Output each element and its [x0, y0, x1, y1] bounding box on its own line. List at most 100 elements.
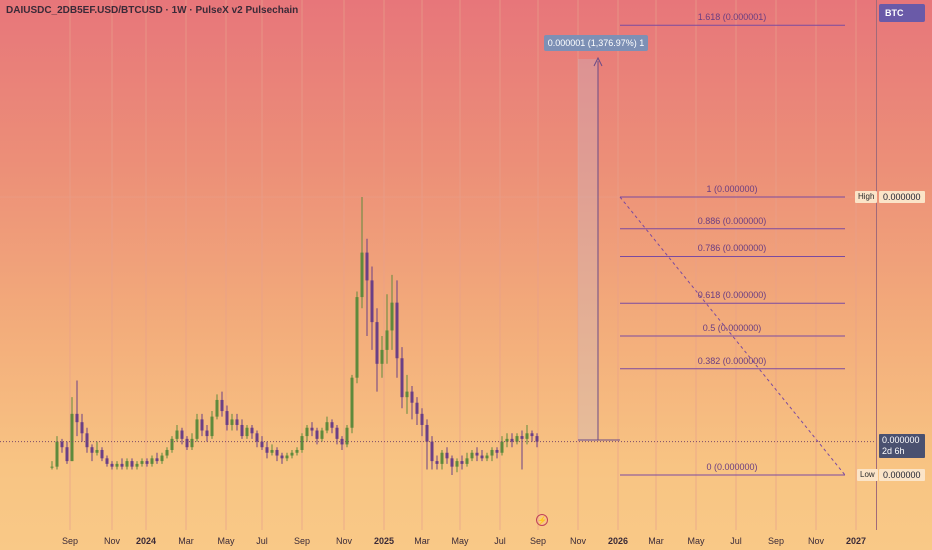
high-price-label: 0.000000 — [879, 191, 925, 203]
candle-body — [250, 427, 254, 434]
fib-level-label: 0.886 (0.000000) — [697, 215, 767, 226]
candle-body — [85, 433, 89, 448]
time-tick-label: Nov — [807, 536, 825, 546]
candle-body — [235, 419, 239, 425]
candle-body — [135, 463, 139, 467]
candle-body — [180, 430, 184, 439]
measure-tool-range — [578, 59, 598, 441]
candle-body — [65, 447, 69, 462]
candle-body — [485, 455, 489, 459]
candle-body — [410, 391, 414, 403]
candle-body — [475, 452, 479, 456]
lightning-icon[interactable]: ⚡ — [536, 514, 548, 526]
time-tick-label: Mar — [414, 536, 430, 546]
candle-body — [330, 422, 334, 428]
time-tick-label: Mar — [178, 536, 194, 546]
candle-body — [260, 441, 264, 448]
candle-body — [300, 436, 304, 450]
fib-level-label: 0.382 (0.000000) — [697, 355, 767, 366]
candle-body — [505, 438, 509, 442]
candle-body — [450, 458, 454, 467]
candle-body — [100, 449, 104, 459]
candle-body — [75, 413, 79, 423]
candle-body — [420, 413, 424, 425]
price-chart[interactable] — [0, 0, 876, 530]
candle-body — [335, 427, 339, 439]
candle-body — [405, 391, 409, 398]
fib-level-label: 1.618 (0.000001) — [697, 12, 767, 23]
candle-body — [160, 455, 164, 462]
measure-tool-label[interactable]: 0.000001 (1,376.97%) 1 — [544, 35, 648, 51]
candle-body — [305, 427, 309, 437]
candle-body — [320, 430, 324, 439]
low-price-label: 0.000000 — [879, 469, 925, 481]
candle-body — [210, 416, 214, 437]
candle-body — [500, 441, 504, 453]
measure-tool-arrowhead — [593, 56, 603, 67]
candle-body — [220, 399, 224, 412]
time-tick-label: 2026 — [607, 536, 629, 546]
candle-body — [90, 447, 94, 453]
candle-body — [530, 433, 534, 437]
fib-level-label: 0.618 (0.000000) — [697, 290, 767, 301]
candle-body — [430, 441, 434, 462]
time-tick-label: Sep — [529, 536, 547, 546]
candle-body — [275, 449, 279, 456]
candle-body — [200, 419, 204, 431]
time-tick-label: Sep — [767, 536, 785, 546]
time-scale[interactable] — [0, 530, 876, 550]
candle-body — [140, 461, 144, 464]
candle-body — [425, 424, 429, 442]
price-scale[interactable] — [876, 0, 932, 530]
time-tick-label: 2027 — [845, 536, 867, 546]
candle-body — [315, 430, 319, 439]
time-tick-label: Nov — [335, 536, 353, 546]
candle-body — [55, 441, 59, 467]
candle-body — [265, 447, 269, 453]
time-tick-label: May — [687, 536, 705, 546]
candle-body — [230, 419, 234, 425]
candle-body — [110, 463, 114, 467]
time-tick-label: Sep — [293, 536, 311, 546]
time-tick-label: 2025 — [373, 536, 395, 546]
candle-body — [390, 302, 394, 331]
candle-body — [120, 463, 124, 467]
candle-body — [280, 455, 284, 459]
candle-body — [170, 438, 174, 450]
high-tag: High — [855, 191, 878, 203]
candle-body — [80, 422, 84, 434]
candle-body — [155, 458, 159, 462]
candle-body — [125, 461, 129, 467]
time-tick-label: Nov — [569, 536, 587, 546]
candle-body — [360, 252, 364, 298]
candle-body — [355, 297, 359, 378]
candle-body — [350, 377, 354, 428]
candle-body — [415, 402, 419, 414]
candle-body — [255, 433, 259, 442]
candle-body — [460, 461, 464, 464]
candle-body — [285, 455, 289, 459]
candle-body — [455, 461, 459, 467]
time-tick-label: Jul — [494, 536, 506, 546]
candle-body — [520, 436, 524, 439]
bar-countdown: 2d 6h — [882, 446, 905, 456]
fib-level-label: 1 (0.000000) — [706, 184, 758, 194]
current-price-label: 0.000000 2d 6h — [879, 434, 925, 458]
candle-body — [490, 449, 494, 456]
candle-body — [435, 461, 439, 464]
candle-body — [165, 449, 169, 456]
currency-toggle-button[interactable]: BTC — [879, 4, 925, 22]
candle-body — [470, 452, 474, 459]
candle-body — [60, 441, 64, 448]
time-tick-label: 2024 — [135, 536, 157, 546]
candle-body — [185, 438, 189, 448]
time-tick-label: Jul — [256, 536, 268, 546]
fib-level-label: 0 (0.000000) — [706, 462, 758, 472]
candle-body — [290, 452, 294, 456]
candle-body — [345, 427, 349, 445]
candle-body — [400, 358, 404, 398]
symbol-title: DAIUSDC_2DB5EF.USD/BTCUSD · 1W · PulseX … — [6, 5, 299, 16]
candle-body — [270, 449, 274, 453]
candle-body — [370, 280, 374, 323]
